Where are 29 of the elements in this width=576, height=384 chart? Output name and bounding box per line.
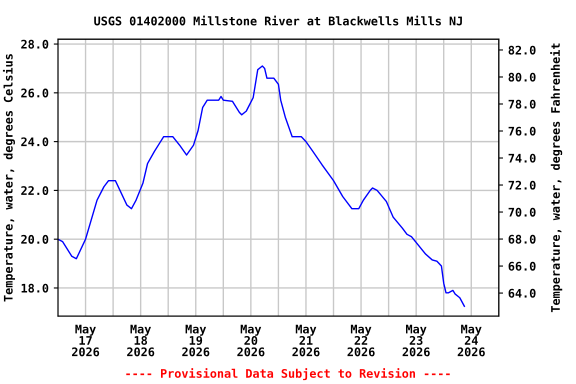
x-tick-label: May 24 2026 bbox=[458, 324, 485, 356]
y2-tick-label: 74.0 bbox=[508, 154, 536, 163]
x-tick-label: May 23 2026 bbox=[402, 324, 430, 356]
y-axis-title: Temperature, water, degrees Celsius bbox=[2, 54, 15, 302]
y-tick-label: 28.0 bbox=[21, 40, 48, 49]
y2-tick-label: 64.0 bbox=[508, 288, 536, 298]
y2-tick-label: 76.0 bbox=[508, 126, 536, 136]
y2-axis-title: Temperature, water, degrees Fahrenheit bbox=[550, 43, 562, 312]
x-tick-label: May 22 2026 bbox=[348, 324, 375, 356]
y2-tick-label: 82.0 bbox=[508, 46, 536, 55]
line-series bbox=[58, 65, 466, 307]
y2-tick-label: 80.0 bbox=[508, 72, 536, 82]
y-tick-label: 18.0 bbox=[22, 284, 48, 293]
y2-tick-label: 70.0 bbox=[508, 208, 536, 217]
y2-tick-label: 68.0 bbox=[508, 234, 536, 244]
x-tick-label: May 17 2026 bbox=[72, 324, 100, 356]
x-tick-label: May 21 2026 bbox=[292, 324, 320, 356]
y2-tick-label: 72.0 bbox=[508, 180, 536, 190]
y-tick-label: 22.0 bbox=[21, 186, 48, 196]
y2-tick-label: 78.0 bbox=[508, 100, 536, 109]
x-tick-label: May 19 2026 bbox=[182, 324, 210, 356]
x-tick-label: May 20 2026 bbox=[237, 324, 264, 356]
text: ---- Provisional Data Subject to Revision ---- bbox=[126, 368, 450, 380]
y-tick-label: 26.0 bbox=[21, 88, 48, 98]
chart-title: USGS 01402000 Millstone River at Blackwells Mills NJ bbox=[94, 16, 462, 26]
y2-tick-label: 66.0 bbox=[508, 262, 536, 271]
y-tick-label: 20.0 bbox=[21, 234, 48, 244]
x-tick-label: May 18 2026 bbox=[127, 324, 154, 356]
y-tick-label: 24.0 bbox=[21, 137, 48, 146]
